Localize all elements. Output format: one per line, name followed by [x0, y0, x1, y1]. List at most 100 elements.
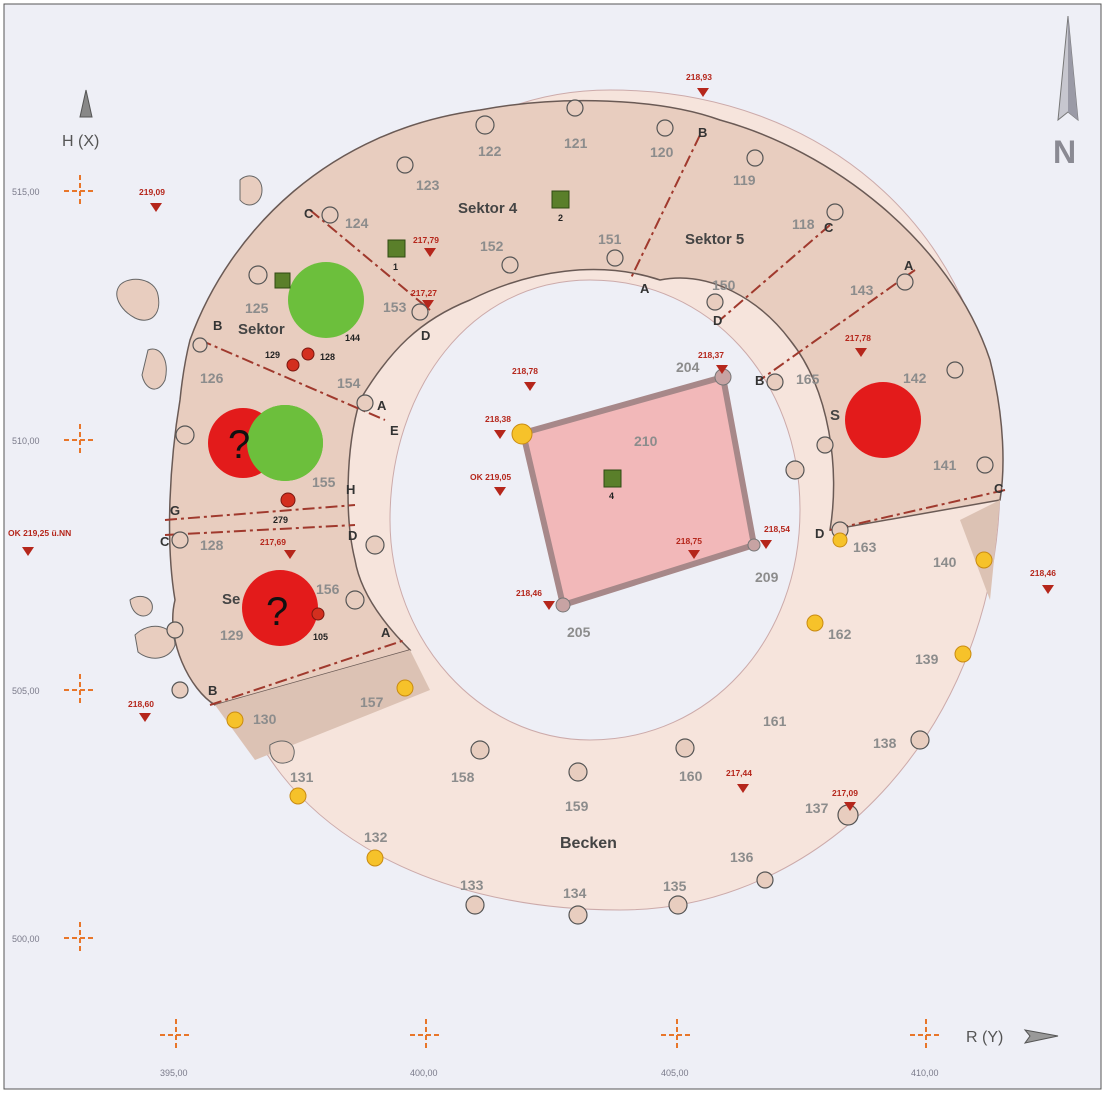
outlying-rocks [116, 175, 295, 764]
stone-120: 120 [650, 144, 674, 160]
letter-c-1: C [304, 206, 314, 221]
elev-218-78: 218,78 [512, 366, 538, 376]
stone-161: 161 [763, 713, 787, 729]
elevation-labels: 218,93 219,09 217,79 217,27 218,78 218,3… [8, 72, 1056, 798]
basin-label: Becken [560, 835, 617, 852]
elev-218-60: 218,60 [128, 699, 154, 709]
stone-134: 134 [563, 885, 587, 901]
marker-279-label: 279 [273, 515, 288, 525]
yellow-markers [226, 423, 993, 867]
square-1-label: 1 [393, 262, 398, 272]
axis-ticks: 515,00 510,00 505,00 500,00 395,00 400,0… [12, 187, 939, 1078]
question-mark-lower: ? [266, 590, 288, 634]
letter-a-4: A [904, 258, 914, 273]
red-markers [208, 347, 921, 646]
r-tick-400: 400,00 [410, 1068, 438, 1078]
elev-217-44: 217,44 [726, 768, 752, 778]
h-arrow-icon [79, 89, 93, 118]
stone-129: 129 [220, 627, 244, 643]
r-tick-405: 405,00 [661, 1068, 689, 1078]
stone-205: 205 [567, 624, 591, 640]
stone-144: 144 [345, 333, 360, 343]
sector-labels: Sektor 4 Sektor 5 Sektor S Se Becken [222, 200, 840, 852]
letter-d-3: D [713, 313, 722, 328]
letter-b-1: B [698, 125, 707, 140]
r-tick-395: 395,00 [160, 1068, 188, 1078]
elev-217-09: 217,09 [832, 788, 858, 798]
stone-118: 118 [792, 216, 815, 232]
elev-217-78: 217,78 [845, 333, 871, 343]
letter-b-3: B [208, 683, 217, 698]
stone-151: 151 [598, 231, 622, 247]
reference-level-label: OK 219,25 ü.NN [8, 528, 71, 538]
letter-d-4: D [815, 526, 824, 541]
stone-160: 160 [679, 768, 703, 784]
stone-153: 153 [383, 299, 407, 315]
square-markers [274, 190, 622, 488]
stone-157: 157 [360, 694, 384, 710]
stone-204: 204 [676, 359, 700, 375]
stone-126: 126 [200, 370, 224, 386]
letter-e-1: E [390, 423, 399, 438]
r-arrow-icon [1023, 1029, 1059, 1044]
stone-142: 142 [903, 370, 927, 386]
stone-158: 158 [451, 769, 475, 785]
stone-140: 140 [933, 554, 957, 570]
elev-217-27: 217,27 [411, 288, 437, 298]
stone-143: 143 [850, 282, 874, 298]
h-tick-515: 515,00 [12, 187, 40, 197]
marker-128-label: 128 [320, 352, 335, 362]
stone-125: 125 [245, 300, 269, 316]
stone-124: 124 [345, 215, 369, 231]
h-axis-label: H (X) [62, 133, 99, 150]
red-marker-lower [242, 570, 318, 646]
stone-130: 130 [253, 711, 277, 727]
stone-165: 165 [796, 371, 820, 387]
sector-left-upper-label: Sektor [238, 321, 285, 338]
h-tick-500: 500,00 [12, 934, 40, 944]
elev-218-46-platform: 218,46 [516, 588, 542, 598]
stone-150: 150 [712, 277, 736, 293]
square-4-label: 4 [609, 491, 614, 501]
question-mark-left: ? [228, 423, 250, 467]
sector-5-label: Sektor 5 [685, 231, 744, 248]
letter-c-3: C [824, 220, 834, 235]
r-axis-label: R (Y) [966, 1029, 1003, 1046]
stone-163: 163 [853, 539, 877, 555]
letter-b-2: B [213, 318, 222, 333]
stone-133: 133 [460, 877, 484, 893]
stone-122: 122 [478, 143, 502, 159]
stone-131: 131 [290, 769, 314, 785]
sector-letters: A B C D B A E H G C D A B C D A B C D [160, 125, 1004, 698]
elev-218-54: 218,54 [764, 524, 790, 534]
elev-218-75: 218,75 [676, 536, 702, 546]
stone-135: 135 [663, 878, 687, 894]
letter-b-4: B [755, 373, 764, 388]
stone-154: 154 [337, 375, 361, 391]
h-tick-505: 505,00 [12, 686, 40, 696]
axis-labels: H (X) R (Y) [62, 89, 1059, 1046]
central-platform [520, 368, 761, 613]
stone-139: 139 [915, 651, 939, 667]
elevation-triangles [22, 88, 1054, 811]
green-marker-upper [288, 262, 364, 338]
elev-218-37: 218,37 [698, 350, 724, 360]
letter-a-1: A [640, 281, 650, 296]
sector-left-lower-label: Se [222, 591, 240, 608]
letter-h-1: H [346, 482, 355, 497]
letter-g-1: G [170, 503, 180, 518]
green-overlap [247, 405, 323, 481]
stone-128: 128 [200, 537, 224, 553]
elev-218-93: 218,93 [686, 72, 712, 82]
stone-number-labels: 121 122 123 124 125 126 128 129 130 131 … [200, 135, 957, 901]
stone-136: 136 [730, 849, 754, 865]
stone-123: 123 [416, 177, 440, 193]
letter-a-2: A [377, 398, 387, 413]
stone-156: 156 [316, 581, 340, 597]
stone-141: 141 [933, 457, 957, 473]
letter-a-3: A [381, 625, 391, 640]
north-label: N [1053, 134, 1076, 170]
stone-119: 119 [733, 172, 756, 188]
marker-129-label: 129 [265, 350, 280, 360]
stone-138: 138 [873, 735, 897, 751]
